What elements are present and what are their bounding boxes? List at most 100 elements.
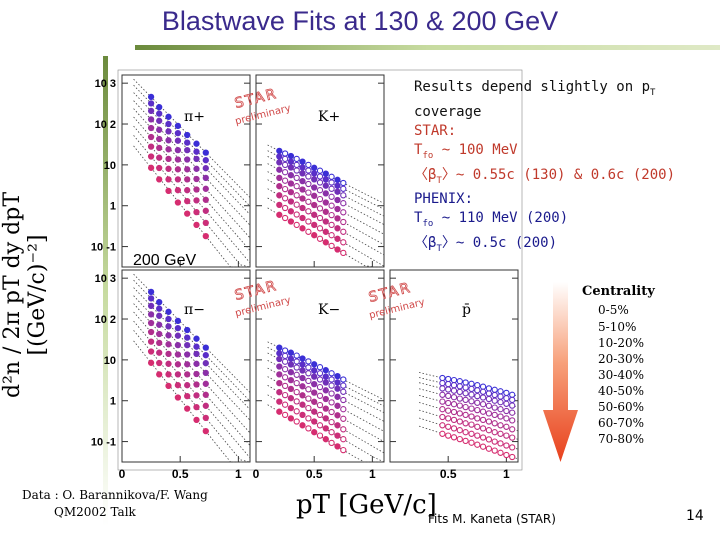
data-point — [193, 208, 200, 216]
data-point — [485, 445, 493, 452]
data-point — [281, 366, 289, 373]
data-point — [287, 172, 295, 179]
data-point — [328, 376, 335, 383]
data-point — [147, 143, 155, 150]
data-point — [497, 406, 504, 413]
data-point — [311, 164, 318, 171]
data-point — [491, 386, 498, 393]
data-point — [316, 187, 324, 194]
x-tick-label: 0 — [119, 467, 126, 481]
data-point — [281, 161, 289, 169]
data-point — [276, 211, 283, 218]
data-point — [474, 406, 481, 414]
data-point — [497, 422, 504, 429]
data-point — [184, 210, 191, 217]
data-point — [340, 192, 347, 199]
data-point — [334, 422, 341, 429]
data-point — [184, 139, 191, 146]
data-point — [340, 396, 347, 404]
data-point — [328, 382, 335, 389]
centrality-bin: 70-80% — [598, 432, 644, 446]
data-point — [281, 169, 289, 176]
data-point — [165, 323, 172, 330]
data-point — [334, 402, 341, 409]
data-point — [193, 197, 200, 204]
data-point — [156, 154, 163, 161]
data-point — [311, 389, 318, 396]
data-point — [456, 378, 463, 385]
data-point — [340, 406, 347, 413]
data-point — [316, 376, 324, 383]
data-point — [287, 369, 295, 376]
data-point — [299, 355, 306, 362]
y-tick-label: 10 — [104, 355, 116, 367]
data-point — [184, 351, 191, 358]
centrality-arrow — [543, 282, 578, 462]
data-point — [293, 201, 300, 208]
data-point — [497, 449, 504, 456]
data-point — [340, 209, 347, 216]
data-point — [340, 388, 347, 395]
data-point — [450, 408, 458, 416]
data-point — [305, 364, 312, 371]
data-point — [202, 219, 209, 227]
data-point — [287, 361, 295, 368]
data-point — [193, 360, 200, 367]
data-point — [445, 375, 452, 383]
data-point — [328, 221, 335, 229]
data-point — [462, 420, 469, 427]
data-point — [147, 311, 155, 318]
data-point — [503, 451, 510, 459]
data-point — [322, 379, 329, 386]
data-point — [299, 195, 306, 202]
data-point — [174, 176, 182, 183]
data-point — [311, 184, 318, 191]
panel-pi-: 10 3 10 2 10 1 10 -1 0 0.5 1 π− — [91, 269, 251, 481]
centrality-bin: 40-50% — [598, 384, 644, 398]
data-point — [340, 228, 347, 235]
data-point — [334, 379, 341, 386]
data-point — [202, 369, 209, 377]
data-point — [474, 382, 481, 389]
data-point — [479, 443, 487, 450]
data-point — [334, 205, 341, 213]
data-point — [202, 402, 209, 409]
data-point — [156, 349, 163, 356]
data-point — [299, 177, 306, 185]
data-point — [276, 192, 283, 199]
data-point — [202, 174, 209, 182]
data-point — [491, 404, 498, 411]
data-point — [287, 164, 295, 171]
data-point — [147, 133, 155, 141]
data-point — [322, 367, 329, 374]
data-point — [445, 380, 452, 388]
centrality-title: Centrality — [582, 284, 655, 299]
data-point — [299, 392, 306, 399]
data-point — [299, 186, 306, 193]
data-point — [299, 225, 306, 232]
centrality-bin: 10-20% — [598, 336, 644, 350]
data-point — [276, 153, 283, 160]
data-point — [340, 436, 347, 443]
data-point — [287, 198, 295, 205]
data-point — [509, 426, 516, 433]
x-tick-label: 1 — [235, 467, 242, 481]
data-point — [328, 390, 335, 397]
data-point — [202, 157, 209, 164]
data-point — [299, 367, 306, 374]
data-point — [497, 399, 504, 406]
data-point — [305, 228, 312, 235]
data-point — [287, 395, 295, 402]
data-point — [456, 418, 463, 425]
data-point — [165, 165, 172, 172]
y-tick-label: 10 -1 — [91, 437, 116, 449]
data-point — [334, 196, 341, 204]
data-point — [456, 410, 463, 417]
data-point — [456, 388, 463, 396]
data-point — [193, 381, 200, 388]
data-point — [450, 394, 458, 401]
data-point — [287, 349, 295, 356]
data-point — [184, 392, 191, 400]
panel-pi+: 10 3 10 2 10 1 10 -1 π+ — [91, 74, 251, 268]
data-point — [174, 156, 182, 163]
